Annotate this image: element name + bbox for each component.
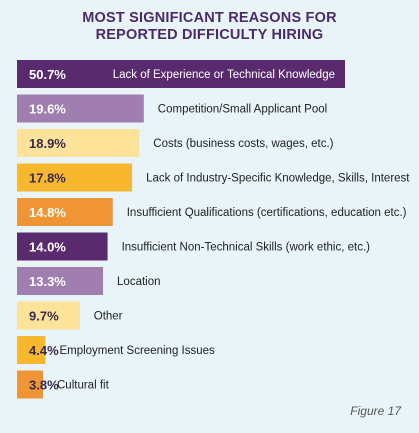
figure-label: Figure 17	[350, 404, 401, 418]
category-label-6: Insufficient Non-Technical Skills (work …	[122, 242, 371, 254]
bar-8	[17, 301, 80, 330]
category-label-3: Costs (business costs, wages, etc.)	[153, 138, 333, 150]
bar-value-label-2: 19.6%	[29, 102, 66, 117]
category-label-8: Other	[94, 311, 123, 323]
bar-7	[17, 267, 104, 295]
bar-value-label-3: 18.9%	[29, 136, 66, 151]
bar-value-label-6: 14.0%	[29, 240, 66, 255]
category-label-9: Employment Screening Issues	[59, 345, 215, 357]
bar-value-label-4: 17.8%	[29, 171, 66, 186]
bar-value-label-7: 13.3%	[29, 274, 66, 289]
bar-value-label-5: 14.8%	[29, 205, 66, 220]
bar-value-label-10: 3.8%	[29, 378, 59, 393]
bar-6	[17, 232, 108, 261]
category-label-7: Location	[117, 276, 160, 288]
category-label-10: Cultural fit	[57, 380, 110, 392]
category-label-4: Lack of Industry-Specific Knowledge, Ski…	[146, 173, 410, 185]
bar-value-label-9: 4.4%	[29, 343, 59, 358]
bar-5	[17, 198, 113, 226]
bar-4	[17, 163, 133, 192]
bar-value-label-1: 50.7%	[29, 67, 66, 82]
category-label-2: Competition/Small Applicant Pool	[158, 104, 327, 116]
chart-title-line-2: REPORTED DIFFICULTY HIRING	[95, 27, 324, 43]
chart-title-line-1: MOST SIGNIFICANT REASONS FOR	[82, 10, 337, 26]
chart-title: MOST SIGNIFICANT REASONS FOR REPORTED DI…	[0, 10, 419, 44]
bar-9	[17, 336, 46, 364]
category-label-5: Insufficient Qualifications (certificati…	[127, 207, 407, 219]
bar-3	[17, 129, 140, 157]
bar-10	[17, 370, 43, 399]
bar-2	[17, 94, 144, 123]
category-label-1: Lack of Experience or Technical Knowledg…	[113, 69, 335, 81]
bar-1	[17, 60, 345, 88]
bar-value-label-8: 9.7%	[29, 309, 59, 324]
